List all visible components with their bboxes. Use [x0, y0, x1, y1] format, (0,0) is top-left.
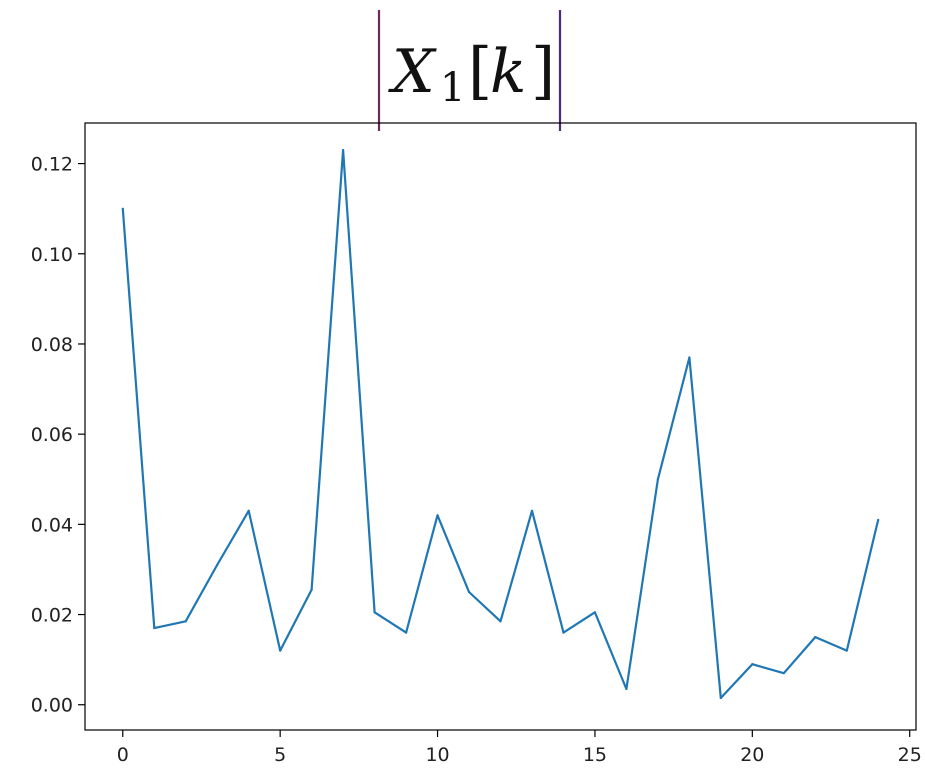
data-point	[153, 626, 156, 630]
data-point	[310, 588, 313, 591]
x-tick-label: 20	[740, 744, 764, 766]
x-tick-label: 5	[274, 744, 286, 766]
y-tick-label: 0.02	[31, 605, 73, 627]
data-point	[404, 631, 408, 634]
data-point	[247, 509, 250, 512]
data-point	[593, 611, 597, 614]
title-symbol: X	[388, 37, 437, 107]
data-point	[562, 631, 565, 634]
data-point	[877, 518, 880, 521]
chart-title: X 1 [ k ]	[377, 10, 562, 131]
y-tick-label: 0.10	[31, 244, 73, 266]
y-tick-label: 0.00	[31, 695, 73, 717]
plot-series	[121, 148, 880, 700]
x-tick-label: 0	[117, 744, 129, 766]
data-point	[782, 672, 785, 675]
title-index: k	[490, 37, 526, 107]
data-point	[814, 636, 817, 639]
data-point	[499, 620, 502, 623]
title-open-bracket: [	[468, 34, 492, 107]
data-point	[656, 478, 659, 481]
x-tick-label: 25	[898, 744, 922, 766]
title-subscript: 1	[440, 65, 465, 111]
data-point	[467, 590, 471, 594]
data-point	[751, 663, 754, 666]
data-point	[342, 148, 345, 152]
data-point	[184, 620, 187, 623]
x-tick-label: 15	[583, 744, 607, 766]
title-close-bracket: ]	[531, 34, 555, 107]
y-tick-label: 0.12	[31, 154, 73, 176]
data-point	[688, 356, 691, 359]
data-point	[719, 696, 722, 700]
data-point	[845, 649, 848, 652]
y-axis: 0.00 0.02 0.04 0.06 0.08 0.10 0.12	[31, 154, 85, 717]
y-tick-label: 0.08	[31, 334, 73, 356]
data-point	[625, 687, 628, 691]
data-point	[530, 509, 534, 512]
data-point	[279, 649, 282, 652]
data-point	[373, 611, 376, 614]
plot-area-frame	[84, 122, 917, 731]
data-point	[121, 207, 124, 210]
y-tick-label: 0.06	[31, 424, 73, 446]
data-point	[436, 514, 439, 517]
series-line	[121, 149, 880, 700]
x-axis: 0 5 10 15 20 25	[117, 730, 922, 766]
data-point	[216, 563, 219, 567]
x-tick-label: 10	[425, 744, 449, 766]
y-tick-label: 0.04	[31, 514, 73, 536]
